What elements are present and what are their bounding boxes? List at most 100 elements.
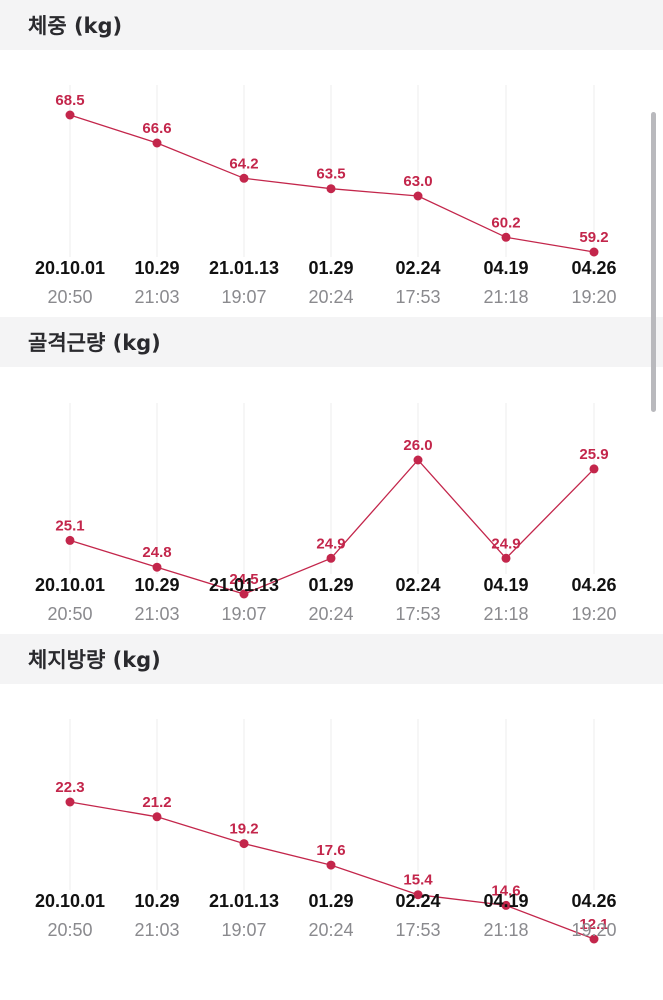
x-tick-date: 04.26	[571, 891, 616, 911]
muscle-line-chart: 25.1 24.8 24.5 24.9 26.0 24.9 25.9 20.10.01 20:5…	[35, 403, 617, 624]
data-point[interactable]	[413, 890, 423, 900]
data-point[interactable]	[65, 110, 75, 120]
bodyfat-chart-card[interactable]: 22.3 21.2 19.2 17.6 15.4 14.6 12.1 20.10.01 20:5…	[0, 684, 663, 950]
x-tick-date: 20.10.01	[35, 575, 105, 595]
data-label: 63.0	[403, 173, 432, 190]
x-tick-time: 19:20	[571, 287, 616, 307]
x-tick-time: 20:24	[308, 287, 353, 307]
x-tick-time: 19:07	[221, 604, 266, 624]
weight-line-chart: 68.5 66.6 64.2 63.5 63.0 60.2 59.2 20.10.01 20:5…	[35, 85, 617, 307]
x-tick-time: 17:53	[395, 920, 440, 940]
data-point[interactable]	[501, 900, 511, 910]
x-tick-time: 20:50	[47, 604, 92, 624]
x-tick-date: 21.01.13	[209, 575, 279, 595]
data-label: 64.2	[229, 155, 258, 172]
x-tick-time: 21:18	[483, 287, 528, 307]
data-label: 24.9	[316, 535, 345, 552]
muscle-chart-card[interactable]: 25.1 24.8 24.5 24.9 26.0 24.9 25.9 20.10.01 20:5…	[0, 367, 663, 634]
data-point[interactable]	[239, 839, 249, 849]
data-label: 66.6	[142, 120, 171, 137]
bodyfat-line-chart: 22.3 21.2 19.2 17.6 15.4 14.6 12.1 20.10.01 20:5…	[35, 719, 617, 944]
x-tick-date: 10.29	[134, 258, 179, 278]
data-point[interactable]	[152, 812, 162, 822]
data-point[interactable]	[589, 464, 599, 474]
data-point[interactable]	[239, 589, 249, 599]
x-tick-date: 10.29	[134, 575, 179, 595]
muscle-section: 골격근량 (kg) 25.1 24.8 24.5 24.9 26.0 24.9 25.9 20…	[0, 317, 663, 634]
data-label: 24.5	[229, 571, 258, 588]
weight-chart-card[interactable]: 68.5 66.6 64.2 63.5 63.0 60.2 59.2 20.10.01 20:5…	[0, 50, 663, 317]
data-label: 24.8	[142, 544, 171, 561]
data-point[interactable]	[413, 191, 423, 201]
section-header: 체지방량 (kg)	[0, 634, 663, 684]
data-label: 22.3	[55, 779, 84, 796]
data-point[interactable]	[65, 535, 75, 545]
muscle-chart-title: 골격근량 (kg)	[28, 331, 161, 355]
x-tick-time: 21:18	[483, 920, 528, 940]
x-tick-time: 21:03	[134, 920, 179, 940]
data-label: 63.5	[316, 166, 345, 183]
data-point[interactable]	[152, 138, 162, 148]
data-label: 24.9	[491, 535, 520, 552]
x-tick-time: 20:50	[47, 287, 92, 307]
weight-chart-title: 체중 (kg)	[28, 14, 123, 38]
data-label: 14.6	[491, 882, 520, 899]
x-tick-time: 20:50	[47, 920, 92, 940]
x-tick-date: 01.29	[308, 891, 353, 911]
x-tick-date: 04.26	[571, 258, 616, 278]
x-tick-time: 20:24	[308, 920, 353, 940]
data-label: 15.4	[403, 872, 433, 889]
x-tick-time: 19:20	[571, 604, 616, 624]
x-tick-time: 17:53	[395, 604, 440, 624]
x-tick-time: 20:24	[308, 604, 353, 624]
x-tick-date: 04.26	[571, 575, 616, 595]
weight-section: 체중 (kg) 68.5 66.6 64.2 63.5 63.0 60.2 59.2 20.1…	[0, 0, 663, 317]
x-tick-time: 19:07	[221, 920, 266, 940]
data-label: 26.0	[403, 437, 432, 454]
data-point[interactable]	[152, 562, 162, 572]
bodyfat-section: 체지방량 (kg) 22.3 21.2 19.2 17.6 15.4 14.6 12.1 20…	[0, 634, 663, 950]
data-point[interactable]	[501, 232, 511, 242]
x-tick-time: 19:07	[221, 287, 266, 307]
x-tick-date: 10.29	[134, 891, 179, 911]
scrollbar[interactable]	[651, 112, 656, 412]
x-tick-date: 20.10.01	[35, 258, 105, 278]
data-point[interactable]	[413, 455, 423, 465]
section-header: 체중 (kg)	[0, 0, 663, 50]
x-tick-date: 20.10.01	[35, 891, 105, 911]
x-tick-time: 21:18	[483, 604, 528, 624]
x-tick-time: 21:03	[134, 287, 179, 307]
data-label: 60.2	[491, 214, 520, 231]
data-point[interactable]	[326, 553, 336, 563]
bodyfat-chart-title: 체지방량 (kg)	[28, 648, 161, 672]
x-tick-date: 02.24	[395, 258, 440, 278]
x-tick-time: 19:20	[571, 920, 616, 940]
data-label: 19.2	[229, 821, 258, 838]
x-tick-date: 21.01.13	[209, 891, 279, 911]
data-label: 21.2	[142, 794, 171, 811]
data-label: 68.5	[55, 92, 84, 109]
x-tick-date: 04.19	[483, 891, 528, 911]
series-line	[69, 801, 595, 940]
data-label: 25.1	[55, 517, 84, 534]
x-tick-date: 01.29	[308, 258, 353, 278]
data-point[interactable]	[501, 553, 511, 563]
x-tick-date: 21.01.13	[209, 258, 279, 278]
x-tick-date: 02.24	[395, 891, 440, 911]
data-label: 17.6	[316, 842, 345, 859]
data-label: 25.9	[579, 446, 608, 463]
data-point[interactable]	[239, 173, 249, 183]
data-point[interactable]	[589, 247, 599, 257]
data-point[interactable]	[326, 860, 336, 870]
data-point[interactable]	[326, 184, 336, 194]
x-tick-date: 04.19	[483, 575, 528, 595]
x-tick-date: 02.24	[395, 575, 440, 595]
x-tick-date: 01.29	[308, 575, 353, 595]
section-header: 골격근량 (kg)	[0, 317, 663, 367]
data-point[interactable]	[65, 797, 75, 807]
series-line	[69, 459, 595, 595]
x-tick-time: 17:53	[395, 287, 440, 307]
data-label: 12.1	[579, 916, 608, 933]
x-tick-date: 04.19	[483, 258, 528, 278]
data-point[interactable]	[589, 934, 599, 944]
